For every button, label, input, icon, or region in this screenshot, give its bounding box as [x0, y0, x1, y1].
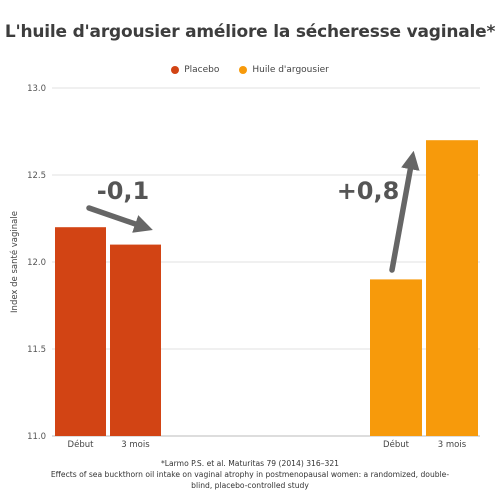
change-arrow-argousier — [389, 150, 420, 273]
legend-label-argousier: Huile d'argousier — [252, 65, 329, 75]
legend: Placebo Huile d'argousier — [0, 65, 500, 75]
x-tick-label: 3 mois — [438, 440, 467, 450]
legend-item-placebo: Placebo — [171, 65, 219, 75]
bar-argousier-1 — [426, 140, 478, 436]
change-label-argousier: +0,8 — [337, 177, 400, 205]
bar-placebo-0 — [55, 227, 106, 436]
chart-title: L'huile d'argousier améliore la sécheres… — [4, 22, 496, 42]
bar-argousier-0 — [370, 279, 422, 436]
y-tick-label: 12.0 — [27, 258, 46, 268]
x-tick-label: Début — [68, 439, 95, 450]
y-tick-label: 11.0 — [27, 432, 46, 442]
bar-placebo-1 — [110, 244, 161, 436]
y-tick-label: 13.0 — [27, 84, 46, 94]
y-tick-label: 12.5 — [27, 171, 46, 181]
footnote-line-1: *Larmo P.S. et al. Maturitas 79 (2014) 3… — [161, 459, 339, 468]
footnote-line-3: blind, placebo-controlled study — [191, 481, 309, 490]
y-axis-label: Index de santé vaginale — [9, 211, 20, 313]
legend-swatch-argousier — [239, 66, 248, 74]
legend-item-argousier: Huile d'argousier — [239, 65, 329, 75]
y-tick-label: 11.5 — [27, 345, 46, 355]
legend-swatch-placebo — [171, 66, 180, 74]
legend-label-placebo: Placebo — [184, 65, 220, 75]
x-tick-label: 3 mois — [121, 440, 150, 450]
footnote: *Larmo P.S. et al. Maturitas 79 (2014) 3… — [20, 458, 480, 491]
change-arrow-placebo — [86, 205, 153, 233]
x-tick-label: Début — [383, 439, 410, 450]
change-label-placebo: -0,1 — [97, 177, 149, 205]
footnote-line-2: Effects of sea buckthorn oil intake on v… — [50, 470, 450, 479]
